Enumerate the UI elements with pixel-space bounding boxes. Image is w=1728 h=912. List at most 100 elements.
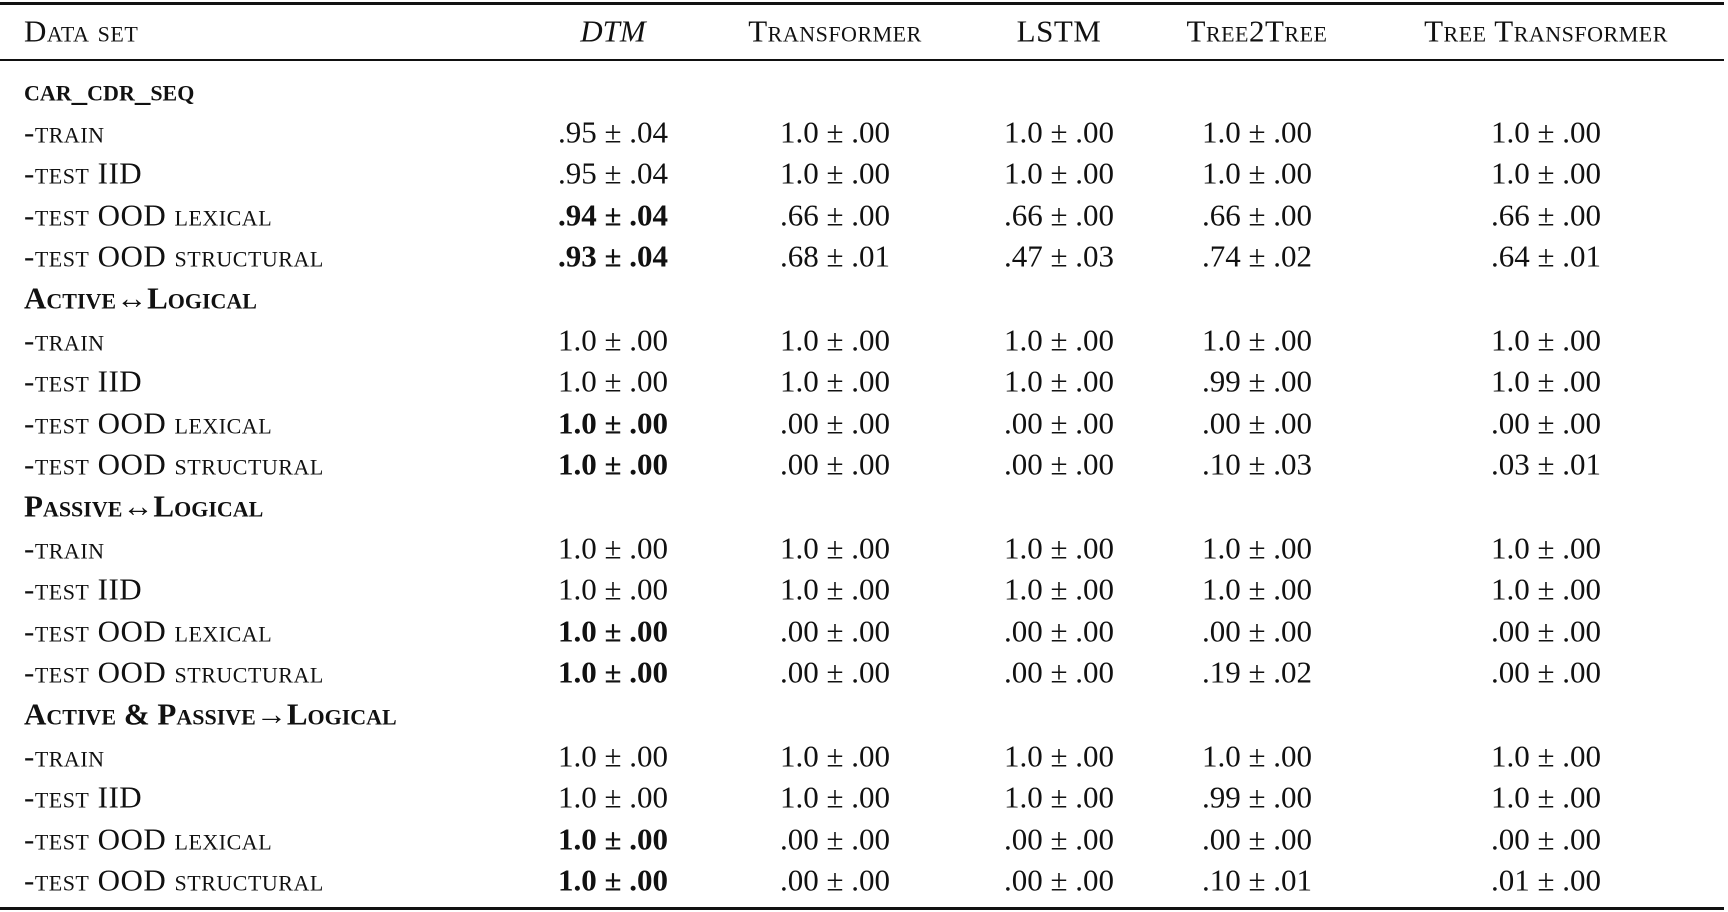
cell: 1.0 ± .00 [1201, 114, 1313, 150]
cell: 1.0 ± .00 [779, 738, 891, 774]
header-cell: Data set [24, 13, 139, 49]
cell: .68 ± .01 [779, 238, 891, 274]
cell: .00 ± .00 [1003, 446, 1115, 482]
cell: 1.0 ± .00 [779, 322, 891, 358]
cell: .00 ± .00 [1490, 654, 1602, 690]
top-rule [0, 2, 1724, 5]
row-label: -test IID [24, 571, 143, 607]
cell: 1.0 ± .00 [1201, 571, 1313, 607]
row-label: -train [24, 530, 105, 566]
cell: .03 ± .01 [1490, 446, 1602, 482]
cell: .74 ± .02 [1201, 238, 1313, 274]
cell: 1.0 ± .00 [557, 571, 669, 607]
header-cell: Tree Transformer [1424, 13, 1668, 49]
cell: 1.0 ± .00 [1490, 322, 1602, 358]
cell: 1.0 ± .00 [557, 738, 669, 774]
row-label: -test OOD lexical [24, 821, 273, 857]
cell: 1.0 ± .00 [779, 779, 891, 815]
row-label: -test OOD lexical [24, 405, 273, 441]
row-label: -train [24, 114, 105, 150]
cell: .66 ± .00 [1490, 197, 1602, 233]
cell: 1.0 ± .00 [779, 155, 891, 191]
cell: 1.0 ± .00 [557, 862, 669, 898]
cell: 1.0 ± .00 [1490, 571, 1602, 607]
cell: 1.0 ± .00 [1490, 738, 1602, 774]
cell: .00 ± .00 [779, 405, 891, 441]
cell: 1.0 ± .00 [557, 821, 669, 857]
cell: 1.0 ± .00 [1003, 155, 1115, 191]
cell: 1.0 ± .00 [779, 530, 891, 566]
cell: .10 ± .03 [1201, 446, 1313, 482]
row-label: -test OOD structural [24, 862, 324, 898]
cell: 1.0 ± .00 [1490, 363, 1602, 399]
cell: 1.0 ± .00 [1490, 530, 1602, 566]
cell: .66 ± .00 [1201, 197, 1313, 233]
header-cell: Tree2Tree [1186, 13, 1328, 49]
row-label: -test IID [24, 779, 143, 815]
cell: .00 ± .00 [779, 654, 891, 690]
cell: 1.0 ± .00 [557, 446, 669, 482]
row-label: -train [24, 738, 105, 774]
cell: .00 ± .00 [1003, 862, 1115, 898]
cell: 1.0 ± .00 [557, 405, 669, 441]
cell: .00 ± .00 [1490, 613, 1602, 649]
cell: .00 ± .00 [1201, 405, 1313, 441]
cell: 1.0 ± .00 [1003, 114, 1115, 150]
cell: .95 ± .04 [557, 155, 669, 191]
cell: .00 ± .00 [1201, 613, 1313, 649]
cell: .00 ± .00 [1201, 821, 1313, 857]
group-title: Passive↔Logical [24, 488, 264, 524]
cell: .93 ± .04 [557, 238, 669, 274]
row-label: -train [24, 322, 105, 358]
cell: 1.0 ± .00 [557, 530, 669, 566]
cell: .10 ± .01 [1201, 862, 1313, 898]
row-label: -test OOD structural [24, 654, 324, 690]
cell: .64 ± .01 [1490, 238, 1602, 274]
cell: 1.0 ± .00 [1003, 779, 1115, 815]
row-label: -test IID [24, 155, 143, 191]
cell: .00 ± .00 [1003, 405, 1115, 441]
cell: 1.0 ± .00 [779, 571, 891, 607]
cell: 1.0 ± .00 [779, 363, 891, 399]
cell: .00 ± .00 [1003, 821, 1115, 857]
row-label: -test IID [24, 363, 143, 399]
cell: .00 ± .00 [1003, 613, 1115, 649]
header-cell: Transformer [748, 13, 922, 49]
cell: .00 ± .00 [779, 821, 891, 857]
cell: 1.0 ± .00 [1201, 738, 1313, 774]
row-label: -test OOD lexical [24, 197, 273, 233]
cell: .66 ± .00 [779, 197, 891, 233]
cell: 1.0 ± .00 [1490, 779, 1602, 815]
cell: .00 ± .00 [1490, 405, 1602, 441]
cell: 1.0 ± .00 [557, 779, 669, 815]
header-cell: DTM [580, 13, 646, 49]
row-label: -test OOD structural [24, 446, 324, 482]
cell: 1.0 ± .00 [1003, 530, 1115, 566]
cell: .00 ± .00 [779, 862, 891, 898]
cell: 1.0 ± .00 [1201, 530, 1313, 566]
row-label: -test OOD structural [24, 238, 324, 274]
cell: 1.0 ± .00 [557, 363, 669, 399]
cell: .19 ± .02 [1201, 654, 1313, 690]
cell: .95 ± .04 [557, 114, 669, 150]
cell: .99 ± .00 [1201, 779, 1313, 815]
cell: .00 ± .00 [779, 446, 891, 482]
cell: 1.0 ± .00 [1490, 114, 1602, 150]
cell: .66 ± .00 [1003, 197, 1115, 233]
cell: 1.0 ± .00 [1490, 155, 1602, 191]
cell: .00 ± .00 [1003, 654, 1115, 690]
bottom-rule [0, 907, 1724, 910]
cell: 1.0 ± .00 [1003, 322, 1115, 358]
cell: .94 ± .04 [557, 197, 669, 233]
group-title: car_cdr_seq [24, 72, 195, 108]
cell: .99 ± .00 [1201, 363, 1313, 399]
cell: 1.0 ± .00 [1003, 571, 1115, 607]
cell: 1.0 ± .00 [557, 613, 669, 649]
cell: .00 ± .00 [1490, 821, 1602, 857]
cell: .01 ± .00 [1490, 862, 1602, 898]
cell: 1.0 ± .00 [1201, 322, 1313, 358]
cell: 1.0 ± .00 [557, 322, 669, 358]
mid-rule [0, 59, 1724, 61]
cell: 1.0 ± .00 [1003, 738, 1115, 774]
